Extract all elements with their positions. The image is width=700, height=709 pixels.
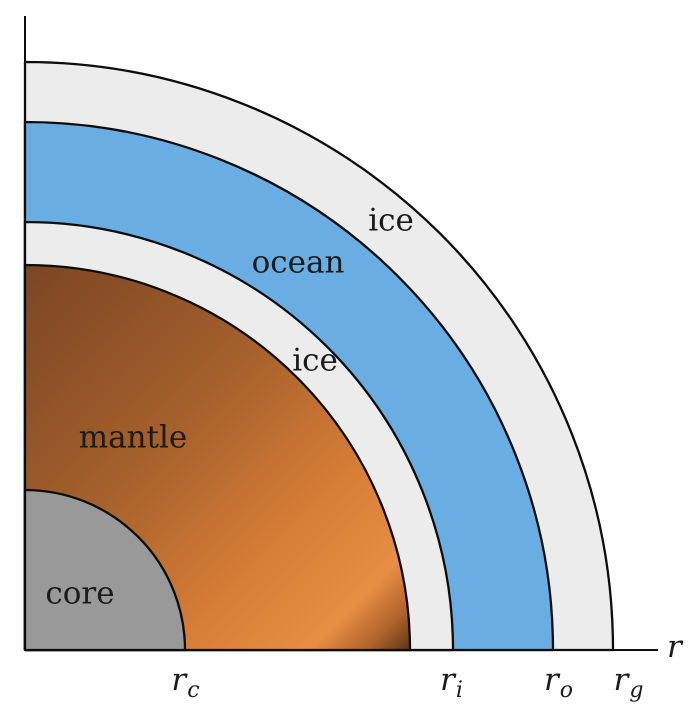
core-region (23, 488, 187, 652)
mantle-label: mantle (78, 419, 188, 456)
tick-rc-base: r (171, 662, 187, 698)
ocean-label: ocean (251, 244, 345, 281)
tick-rc-subscript: c (187, 678, 200, 703)
tick-rg-base: r (613, 662, 629, 698)
tick-ri-base: r (440, 662, 455, 698)
tick-label-ri: ri (440, 662, 463, 703)
tick-label-rc: rc (171, 662, 199, 703)
tick-ro-base: r (543, 662, 559, 698)
tick-rg-subscript: g (629, 678, 644, 703)
outer-ice-label: ice (368, 202, 414, 239)
tick-ri-subscript: i (455, 678, 463, 703)
x-axis-title: r (667, 628, 682, 665)
core-label: core (45, 575, 115, 612)
tick-label-rg: rg (613, 662, 644, 703)
inner-ice-label: ice (292, 342, 338, 379)
tick-label-ro: ro (543, 662, 573, 703)
tick-ro-subscript: o (559, 678, 574, 703)
